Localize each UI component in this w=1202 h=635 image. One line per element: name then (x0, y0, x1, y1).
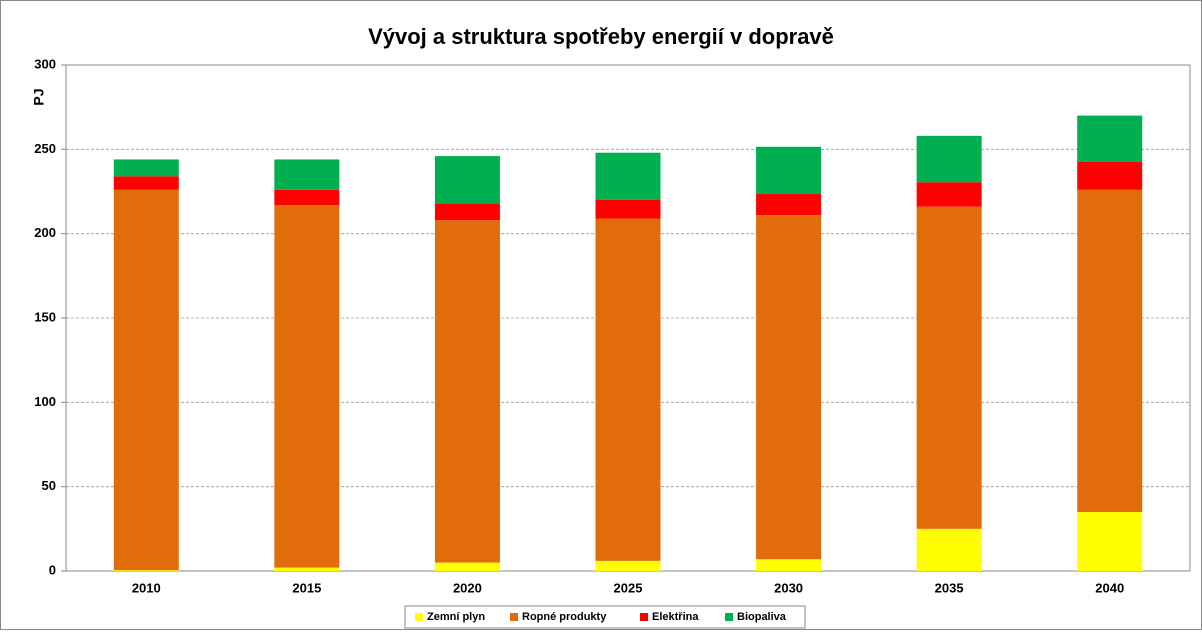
bar-segment (916, 182, 982, 207)
y-axis-label: PJ (31, 88, 47, 105)
bar-segment (274, 159, 340, 190)
bar-segment (113, 159, 179, 177)
bar-segment (274, 567, 340, 571)
x-tick-label: 2040 (1095, 580, 1124, 595)
legend-swatch (640, 613, 648, 621)
bar-segment (756, 146, 822, 195)
bar-segment (1077, 511, 1143, 571)
bar-segment (595, 199, 661, 219)
legend-label: Elektřina (652, 611, 699, 623)
x-tick-label: 2035 (935, 580, 964, 595)
bar-segment (756, 215, 822, 560)
bar-segment (1077, 161, 1143, 190)
bar-segment (113, 570, 179, 571)
legend-box (404, 605, 806, 629)
x-tick-label: 2010 (132, 580, 161, 595)
y-tick-label: 100 (34, 394, 56, 409)
bar-segment (756, 559, 822, 571)
bar-segment (916, 135, 982, 183)
bar-segment (434, 562, 500, 571)
bar-segment (434, 156, 500, 204)
x-tick-label: 2020 (453, 580, 482, 595)
bar-segment (1077, 189, 1143, 512)
chart-title: Vývoj a struktura spotřeby energií v dop… (368, 24, 834, 49)
bar-segment (916, 528, 982, 571)
legend-label: Biopaliva (737, 611, 787, 623)
bar-segment (434, 203, 500, 221)
x-tick-label: 2015 (292, 580, 321, 595)
bar-segment (274, 204, 340, 568)
x-tick-label: 2030 (774, 580, 803, 595)
y-tick-label: 150 (34, 309, 56, 324)
legend-swatch (510, 613, 518, 621)
bar-segment (434, 220, 500, 563)
bar-segment (113, 189, 179, 571)
bar-segment (595, 218, 661, 561)
y-tick-label: 250 (34, 141, 56, 156)
bar-segment (113, 176, 179, 190)
legend-label: Zemní plyn (427, 611, 485, 623)
y-tick-label: 50 (42, 478, 56, 493)
bar-segment (274, 189, 340, 205)
legend: Zemní plyn Ropné produkty Elektřina Biopali… (404, 605, 806, 629)
bar-segment (756, 194, 822, 216)
bar-segment (595, 152, 661, 200)
y-tick-label: 0 (49, 562, 56, 577)
legend-swatch (725, 613, 733, 621)
bar-segment (595, 560, 661, 571)
legend-label: Ropné produkty (522, 611, 607, 623)
legend-swatch (415, 613, 423, 621)
y-tick-label: 300 (34, 56, 56, 71)
bar-segment (916, 206, 982, 529)
bar-segment (1077, 115, 1143, 162)
x-tick-label: 2025 (614, 580, 643, 595)
y-tick-label: 200 (34, 225, 56, 240)
